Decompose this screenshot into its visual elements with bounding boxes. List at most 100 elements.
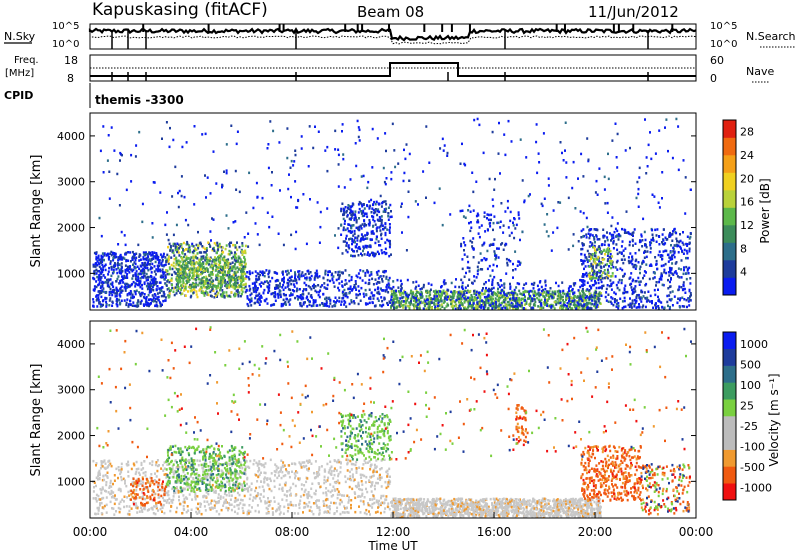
power-cell — [191, 242, 194, 246]
power-cell — [591, 256, 594, 259]
power-cell — [286, 273, 289, 276]
power-cell — [633, 305, 636, 308]
power-cell — [456, 295, 459, 298]
power-cell — [599, 274, 602, 278]
power-cell — [110, 265, 113, 269]
power-cell — [616, 268, 619, 271]
power-cell — [485, 295, 488, 299]
power-cell — [636, 294, 639, 297]
power-cell — [108, 304, 111, 307]
power-cell — [112, 259, 115, 262]
power-cell — [429, 290, 432, 293]
power-cell — [324, 269, 327, 273]
power-cell — [583, 280, 586, 283]
power-cell — [300, 147, 303, 150]
power-cell — [228, 253, 231, 256]
power-cell — [170, 279, 173, 282]
freq-label: Freq. — [14, 55, 39, 66]
power-cell — [574, 282, 577, 285]
power-cell — [170, 277, 173, 280]
power-cell — [379, 217, 382, 221]
power-cell — [324, 149, 327, 152]
power-cell — [188, 270, 191, 273]
freq-unit-label: [MHz] — [5, 68, 34, 79]
power-cell — [548, 297, 551, 300]
power-cell — [161, 286, 164, 289]
power-cell — [177, 277, 179, 281]
power-cell — [306, 295, 309, 298]
power-cell — [651, 193, 654, 196]
power-cell — [384, 252, 387, 256]
power-cell — [337, 273, 339, 277]
power-cell — [617, 304, 620, 308]
power-cell — [350, 301, 353, 304]
power-cell — [221, 265, 224, 269]
power-cell — [384, 290, 387, 293]
power-cell — [252, 286, 255, 290]
power-cell — [235, 259, 238, 263]
power-cell — [464, 286, 467, 289]
power-cell — [434, 291, 437, 295]
power-cell — [685, 277, 688, 281]
power-cell — [590, 303, 593, 306]
power-cell — [351, 254, 354, 258]
power-cell — [124, 282, 127, 286]
power-cell — [221, 246, 224, 249]
power-cell — [346, 213, 349, 217]
power-cell — [167, 262, 170, 265]
power-cell — [672, 246, 675, 250]
power-cell — [626, 290, 629, 294]
power-cell — [192, 285, 195, 289]
power-cell — [241, 250, 244, 254]
power-cell — [150, 288, 153, 291]
power-cell — [645, 255, 648, 259]
power-cell — [645, 271, 647, 274]
power-cell — [444, 294, 447, 298]
power-cell — [390, 215, 393, 218]
power-cell — [154, 260, 157, 264]
power-cell — [123, 299, 126, 302]
power-cell — [149, 303, 151, 306]
power-cell — [657, 201, 660, 204]
power-cell — [554, 301, 557, 304]
power-cell — [624, 305, 627, 308]
power-cell — [111, 304, 114, 307]
power-cell — [139, 285, 142, 289]
power-cell — [291, 293, 294, 296]
power-cell — [225, 291, 228, 294]
power-cell — [275, 284, 278, 287]
power-cell — [598, 294, 601, 297]
power-cell — [216, 251, 218, 255]
power-cell — [358, 225, 361, 229]
power-cell — [521, 179, 524, 182]
power-cell — [378, 202, 381, 206]
power-cell — [99, 290, 102, 293]
power-cell — [379, 275, 382, 278]
power-cell — [140, 291, 143, 295]
power-cell — [518, 296, 521, 300]
power-cell — [574, 303, 576, 307]
power-cell — [490, 218, 492, 222]
power-cell — [631, 288, 634, 292]
power-cell — [225, 169, 228, 172]
power-cell — [261, 270, 264, 273]
power-cell — [364, 281, 367, 285]
power-cell — [205, 247, 208, 250]
power-cell — [459, 307, 462, 310]
power-cell — [493, 300, 496, 303]
power-cell — [192, 291, 195, 294]
power-cell — [370, 273, 373, 276]
power-cell — [256, 298, 259, 301]
power-cell — [484, 305, 487, 308]
power-cell — [373, 254, 376, 258]
search-tick-bottom: 10^0 — [710, 39, 737, 50]
power-cell — [366, 302, 369, 306]
power-cell — [201, 276, 204, 280]
power-cell — [245, 211, 248, 214]
power-cell — [671, 156, 674, 160]
power-cell — [203, 286, 206, 289]
power-cell — [497, 247, 500, 250]
power-cell — [240, 292, 243, 296]
power-cell — [546, 299, 549, 302]
power-cell — [687, 300, 690, 303]
